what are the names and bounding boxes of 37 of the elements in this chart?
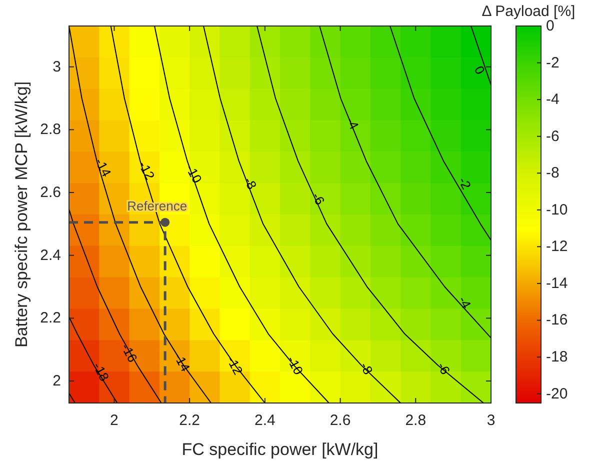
annotation: -6 (309, 190, 328, 208)
color-bar-label: -14 (546, 274, 568, 292)
annotation: -8 (357, 360, 376, 377)
color-bar-label: 0 (546, 18, 554, 34)
annotation: 0 (471, 63, 488, 77)
y-tick-label: 2.6 (40, 184, 61, 202)
x-tick-label: 2.4 (254, 412, 276, 429)
y-tick-label: 2 (52, 372, 61, 390)
annotation: -18 (90, 360, 112, 384)
color-bar-title: Δ Payload [%] (482, 3, 576, 20)
x-tick-label: 2.2 (179, 412, 200, 429)
color-bar-label: -8 (546, 164, 560, 182)
color-bar-label: -4 (546, 91, 560, 108)
color-bar-label: -6 (546, 128, 560, 145)
color-bar-label: -20 (546, 385, 568, 402)
x-tick-label: 3 (486, 412, 496, 429)
y-tick-label: 2.2 (40, 310, 61, 327)
y-tick-label: 2.8 (40, 121, 61, 138)
y-axis-title: Battery specifc power MCP [kW/kg] (12, 81, 31, 348)
x-axis-title: FC specific power [kW/kg] (182, 440, 378, 459)
y-tick-label: 2.4 (40, 246, 61, 264)
color-bar-label: -10 (546, 201, 568, 218)
annotation: -2 (456, 174, 474, 192)
annotation: -4 (456, 294, 474, 311)
annotation: -10 (284, 353, 306, 378)
color-bar-label: -16 (546, 312, 568, 329)
annotation: -6 (434, 360, 454, 377)
color-bar-label: -18 (546, 348, 568, 366)
x-tick-label: 2.8 (405, 412, 426, 429)
x-tick-label: 2.6 (330, 412, 351, 429)
annotation: -8 (241, 174, 260, 192)
x-tick-label: 2 (110, 412, 118, 429)
annotation: -12 (224, 353, 246, 378)
y-tick-label: 3 (52, 58, 61, 76)
annotation: -16 (118, 341, 140, 365)
color-bar-label: -12 (546, 238, 568, 256)
color-bar-label: -2 (546, 54, 560, 72)
